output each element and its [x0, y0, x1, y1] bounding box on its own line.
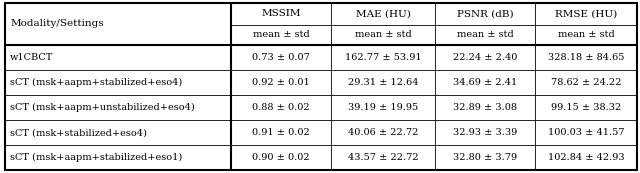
Text: 0.73 ± 0.07: 0.73 ± 0.07 — [252, 53, 310, 62]
Text: 0.92 ± 0.01: 0.92 ± 0.01 — [252, 78, 310, 87]
Text: mean ± std: mean ± std — [355, 30, 412, 39]
Text: 100.03 ± 41.57: 100.03 ± 41.57 — [548, 128, 624, 137]
Text: w1CBCT: w1CBCT — [10, 53, 54, 62]
Text: 32.80 ± 3.79: 32.80 ± 3.79 — [453, 153, 517, 162]
Text: RMSE (HU): RMSE (HU) — [555, 9, 617, 18]
Text: MSSIM: MSSIM — [261, 9, 301, 18]
Text: 0.90 ± 0.02: 0.90 ± 0.02 — [252, 153, 310, 162]
Text: mean ± std: mean ± std — [253, 30, 310, 39]
Text: 0.88 ± 0.02: 0.88 ± 0.02 — [252, 103, 310, 112]
Text: 22.24 ± 2.40: 22.24 ± 2.40 — [453, 53, 517, 62]
Text: 102.84 ± 42.93: 102.84 ± 42.93 — [548, 153, 624, 162]
Text: sCT (msk+aapm+stabilized+eso1): sCT (msk+aapm+stabilized+eso1) — [10, 153, 182, 162]
Text: sCT (msk+aapm+unstabilized+eso4): sCT (msk+aapm+unstabilized+eso4) — [10, 103, 195, 112]
Text: MAE (HU): MAE (HU) — [356, 9, 411, 18]
Text: 162.77 ± 53.91: 162.77 ± 53.91 — [345, 53, 422, 62]
Text: mean ± std: mean ± std — [557, 30, 614, 39]
Text: 34.69 ± 2.41: 34.69 ± 2.41 — [453, 78, 517, 87]
Text: sCT (msk+stabilized+eso4): sCT (msk+stabilized+eso4) — [10, 128, 147, 137]
Text: 32.89 ± 3.08: 32.89 ± 3.08 — [453, 103, 517, 112]
Text: 328.18 ± 84.65: 328.18 ± 84.65 — [548, 53, 624, 62]
Text: 0.91 ± 0.02: 0.91 ± 0.02 — [252, 128, 310, 137]
Text: 40.06 ± 22.72: 40.06 ± 22.72 — [348, 128, 419, 137]
Text: 32.93 ± 3.39: 32.93 ± 3.39 — [453, 128, 517, 137]
Text: PSNR (dB): PSNR (dB) — [457, 9, 513, 18]
Text: sCT (msk+aapm+stabilized+eso4): sCT (msk+aapm+stabilized+eso4) — [10, 78, 182, 87]
Text: mean ± std: mean ± std — [457, 30, 513, 39]
Text: 29.31 ± 12.64: 29.31 ± 12.64 — [348, 78, 419, 87]
Text: 43.57 ± 22.72: 43.57 ± 22.72 — [348, 153, 419, 162]
Text: 78.62 ± 24.22: 78.62 ± 24.22 — [550, 78, 621, 87]
Text: 99.15 ± 38.32: 99.15 ± 38.32 — [551, 103, 621, 112]
Text: 39.19 ± 19.95: 39.19 ± 19.95 — [348, 103, 419, 112]
Text: Modality/Settings: Modality/Settings — [10, 19, 104, 28]
